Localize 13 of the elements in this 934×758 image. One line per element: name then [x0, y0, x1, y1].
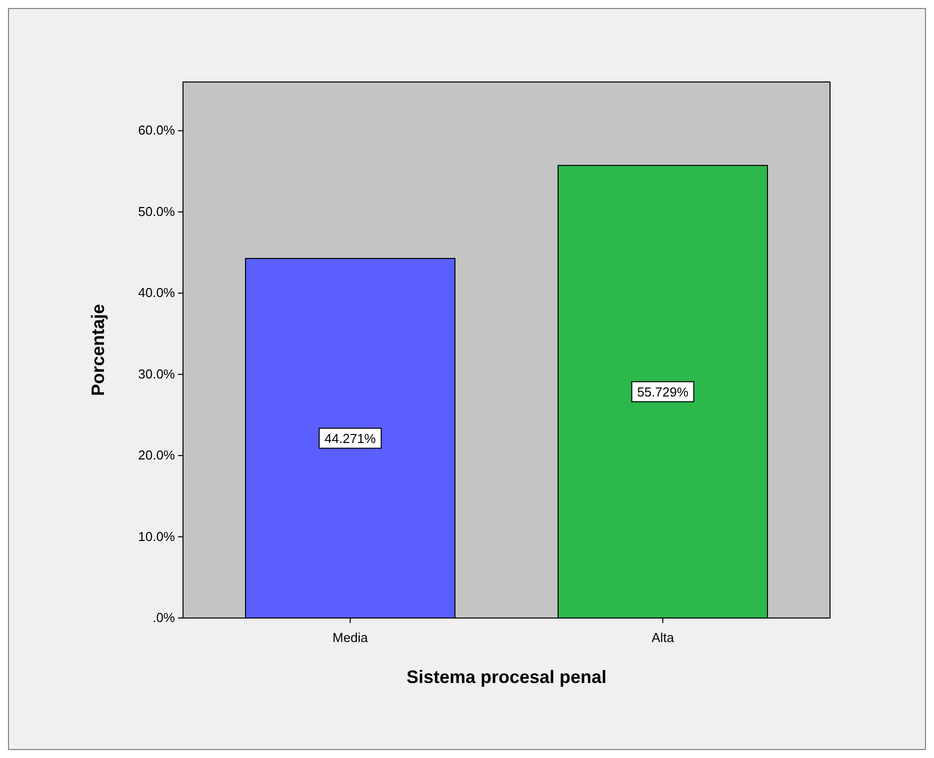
y-tick-label: 20.0%: [138, 448, 176, 463]
y-tick-label: .0%: [152, 610, 176, 625]
data-label: 55.729%: [637, 384, 689, 400]
x-axis-title: Sistema procesal penal: [406, 667, 607, 687]
y-tick-label: 10.0%: [138, 528, 176, 544]
y-axis-title: Porcentaje: [88, 304, 108, 396]
data-label: 44.271%: [324, 431, 376, 446]
y-tick-label: 40.0%: [138, 285, 176, 300]
x-tick-label: Media: [332, 630, 369, 645]
x-tick-label: Alta: [652, 630, 675, 645]
y-tick-label: 30.0%: [138, 366, 176, 382]
y-tick-label: 60.0%: [138, 122, 176, 138]
y-tick-label: 50.0%: [138, 204, 176, 219]
